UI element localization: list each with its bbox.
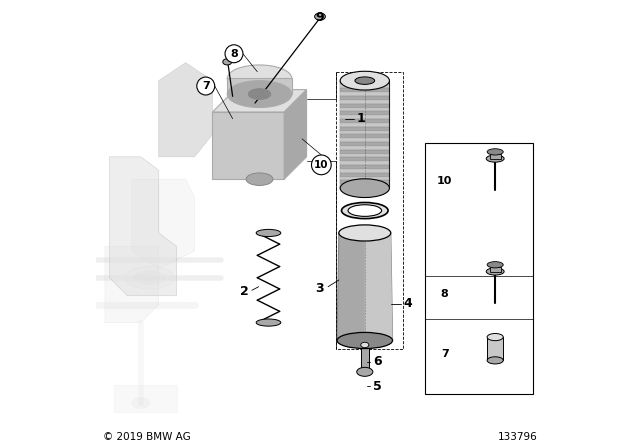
Ellipse shape <box>348 205 381 216</box>
Ellipse shape <box>339 225 391 241</box>
Bar <box>340 92 389 96</box>
Text: © 2019 BMW AG: © 2019 BMW AG <box>102 432 191 442</box>
Bar <box>340 103 389 108</box>
Ellipse shape <box>342 202 388 219</box>
Text: 3: 3 <box>315 281 324 295</box>
Ellipse shape <box>227 65 292 92</box>
Bar <box>340 146 389 150</box>
Bar <box>487 337 503 360</box>
Bar <box>340 138 389 142</box>
Bar <box>340 130 389 134</box>
Bar <box>340 119 389 123</box>
Bar <box>340 142 389 146</box>
Ellipse shape <box>487 357 503 364</box>
Bar <box>340 123 389 127</box>
Ellipse shape <box>337 332 392 349</box>
Ellipse shape <box>134 271 165 284</box>
Circle shape <box>225 45 243 63</box>
Text: 9: 9 <box>316 11 324 25</box>
Polygon shape <box>365 233 392 340</box>
Ellipse shape <box>486 268 504 275</box>
Bar <box>340 169 389 173</box>
Ellipse shape <box>487 149 503 155</box>
Ellipse shape <box>223 59 232 65</box>
Ellipse shape <box>125 267 174 289</box>
Ellipse shape <box>227 81 292 108</box>
Bar <box>340 96 389 100</box>
Bar <box>340 184 389 188</box>
Ellipse shape <box>356 367 373 376</box>
Bar <box>340 108 389 112</box>
Ellipse shape <box>355 77 374 84</box>
Ellipse shape <box>487 333 503 340</box>
Bar <box>340 157 389 161</box>
Ellipse shape <box>340 71 389 90</box>
Ellipse shape <box>340 179 389 198</box>
Text: 133796: 133796 <box>497 432 538 442</box>
Bar <box>340 181 389 184</box>
Ellipse shape <box>486 155 504 162</box>
Circle shape <box>312 155 332 175</box>
Text: 8: 8 <box>441 289 449 299</box>
Ellipse shape <box>361 342 369 348</box>
Polygon shape <box>109 157 177 296</box>
Bar <box>490 267 500 272</box>
Circle shape <box>196 77 215 95</box>
Polygon shape <box>114 385 177 412</box>
Bar <box>340 150 389 154</box>
Ellipse shape <box>315 13 325 20</box>
Text: 2: 2 <box>241 284 249 298</box>
Bar <box>340 154 389 157</box>
Text: 8: 8 <box>230 49 238 59</box>
Ellipse shape <box>487 262 503 268</box>
Bar <box>340 173 389 177</box>
Text: 10: 10 <box>437 176 452 186</box>
Polygon shape <box>227 78 292 94</box>
Bar <box>340 161 389 165</box>
Ellipse shape <box>246 173 273 185</box>
Text: 5: 5 <box>373 379 381 393</box>
Polygon shape <box>105 246 159 323</box>
Bar <box>340 177 389 181</box>
Text: 4: 4 <box>403 297 412 310</box>
Bar <box>335 72 403 349</box>
Bar <box>340 165 389 169</box>
Polygon shape <box>337 233 392 340</box>
Polygon shape <box>361 345 369 372</box>
Ellipse shape <box>256 319 281 326</box>
Polygon shape <box>159 63 212 157</box>
Bar <box>340 127 389 130</box>
Text: 6: 6 <box>373 355 381 369</box>
Bar <box>340 85 389 88</box>
Polygon shape <box>212 90 307 112</box>
Bar <box>340 100 389 103</box>
Bar <box>340 134 389 138</box>
Ellipse shape <box>132 398 150 409</box>
Text: 1: 1 <box>356 112 365 125</box>
Polygon shape <box>212 112 284 179</box>
Text: 7: 7 <box>441 349 449 359</box>
Bar <box>425 143 532 394</box>
Bar <box>490 154 500 159</box>
Text: 10: 10 <box>314 160 328 170</box>
Text: 7: 7 <box>202 81 210 91</box>
Polygon shape <box>284 90 307 179</box>
Polygon shape <box>132 179 195 269</box>
Bar <box>340 81 389 85</box>
Bar <box>340 115 389 119</box>
Ellipse shape <box>248 89 271 99</box>
Ellipse shape <box>256 229 281 237</box>
Bar <box>340 112 389 115</box>
Bar <box>340 88 389 92</box>
